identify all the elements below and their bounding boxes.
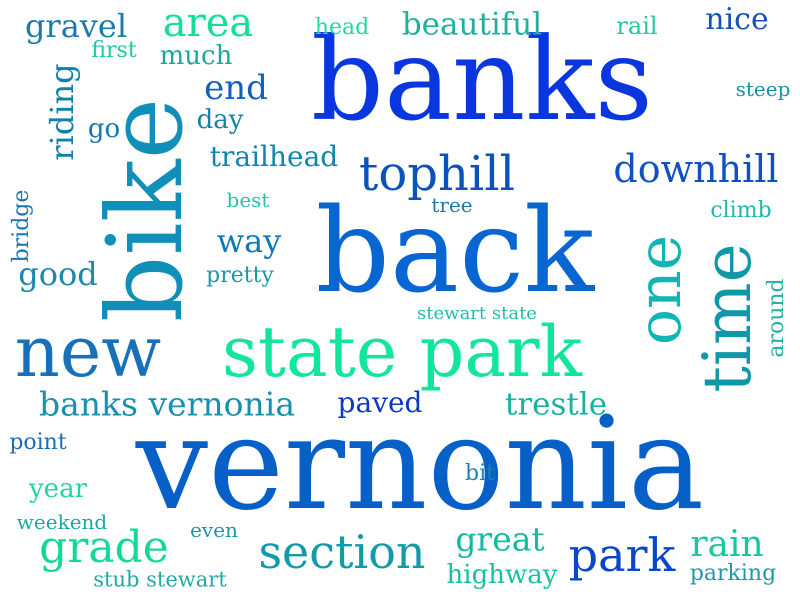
word-tophill: tophill [359, 146, 515, 202]
word-much: much [159, 41, 233, 71]
word-downhill: downhill [613, 147, 779, 191]
word-around: around [764, 278, 789, 358]
word-first: first [91, 38, 137, 63]
word-way: way [216, 222, 282, 260]
word-bridge: bridge [9, 189, 34, 263]
word-day: day [196, 105, 244, 135]
word-even: even [190, 518, 238, 542]
word-pretty: pretty [206, 263, 274, 288]
word-good: good [18, 255, 98, 293]
word-riding: riding [43, 63, 81, 161]
word-paved: paved [337, 386, 423, 419]
word-area: area [162, 0, 254, 46]
word-time: time [689, 243, 766, 393]
word-year: year [28, 474, 88, 504]
word-trailhead: trailhead [209, 140, 339, 173]
word-end: end [204, 68, 268, 108]
word-highway: highway [446, 560, 558, 590]
word-banks: banks [311, 13, 653, 146]
word-climb: climb [710, 198, 772, 223]
word-beautiful: beautiful [401, 6, 543, 43]
word-banks-vernonia: banks vernonia [38, 384, 296, 424]
word-stewart-state: stewart state [417, 303, 537, 324]
word-rain: rain [690, 524, 764, 565]
word-one: one [625, 234, 695, 346]
word-state-park: state park [221, 311, 583, 393]
word-stub-stewart: stub stewart [93, 567, 227, 592]
word-point: point [9, 430, 67, 455]
word-bit: bit [465, 461, 495, 486]
word-grade: grade [39, 522, 169, 573]
word-steep: steep [735, 77, 791, 101]
word-new: new [14, 311, 162, 393]
word-weekend: weekend [16, 510, 108, 534]
word-gravel: gravel [24, 7, 128, 45]
word-great: great [455, 519, 545, 559]
word-head: head [314, 15, 370, 40]
word-best: best [226, 188, 270, 212]
word-go: go [87, 114, 121, 144]
word-rail: rail [616, 12, 658, 40]
word-section: section [258, 525, 426, 579]
word-back: back [315, 184, 595, 319]
word-parking: parking [689, 561, 777, 586]
word-park: park [568, 528, 676, 582]
word-trestle: trestle [504, 386, 608, 423]
word-tree: tree [431, 193, 473, 217]
word-nice: nice [705, 2, 769, 37]
word-vernonia: vernonia [135, 390, 705, 539]
